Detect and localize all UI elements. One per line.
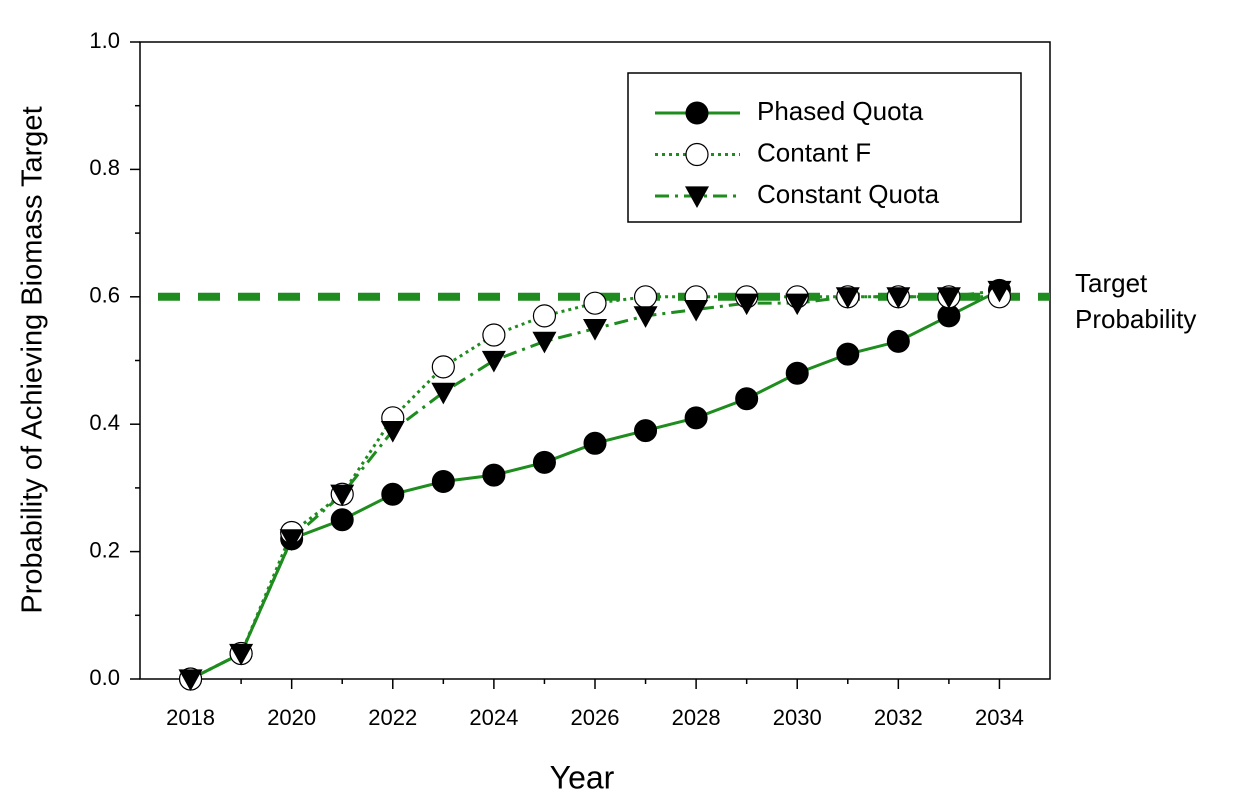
x-tick-label: 2026 <box>571 705 620 730</box>
data-point <box>583 431 607 455</box>
data-point <box>481 350 506 373</box>
data-point <box>482 463 506 487</box>
data-point <box>886 287 911 309</box>
data-point <box>583 291 607 315</box>
x-tick-label: 2034 <box>975 705 1024 730</box>
data-point <box>684 406 708 430</box>
data-point <box>836 342 860 366</box>
target-label-line: Probability <box>1075 304 1196 334</box>
y-tick-label: 1.0 <box>89 28 120 53</box>
data-point <box>684 299 709 322</box>
data-point <box>431 470 455 494</box>
data-point <box>734 293 759 316</box>
y-tick-label: 0.4 <box>89 410 120 435</box>
data-point <box>886 329 910 353</box>
y-axis-label: Probability of Achieving Biomass Target <box>17 106 49 613</box>
legend-label: Phased Quota <box>757 96 924 126</box>
data-point <box>482 323 506 347</box>
data-point <box>532 304 557 328</box>
x-tick-label: 2028 <box>672 705 721 730</box>
x-tick-label: 2020 <box>267 705 316 730</box>
x-tick-label: 2018 <box>166 705 215 730</box>
legend-marker <box>685 142 709 167</box>
data-point <box>279 529 304 551</box>
data-point <box>583 319 607 341</box>
data-point <box>735 387 759 411</box>
x-tick-label: 2022 <box>368 705 417 730</box>
data-point <box>381 482 405 506</box>
target-label: Target Probability <box>1075 268 1196 334</box>
legend-label: Contant F <box>757 137 871 167</box>
x-axis-label: Year <box>550 759 615 795</box>
data-point <box>634 419 658 443</box>
data-point <box>178 669 203 691</box>
series-line <box>189 295 1000 681</box>
data-point <box>936 287 961 309</box>
data-point <box>532 331 557 354</box>
data-point <box>532 450 556 474</box>
data-point <box>330 508 354 532</box>
data-point <box>835 287 860 309</box>
data-point <box>229 643 254 666</box>
data-point <box>431 382 456 405</box>
legend-label: Constant Quota <box>757 179 940 209</box>
y-tick-label: 0.0 <box>89 665 120 690</box>
legend-marker <box>685 101 709 125</box>
x-tick-label: 2024 <box>469 705 518 730</box>
series-line <box>189 289 1001 681</box>
y-tick-label: 0.8 <box>89 155 120 180</box>
y-tick-label: 0.6 <box>89 283 120 308</box>
target-label-line: Target <box>1075 268 1148 298</box>
x-tick-label: 2030 <box>773 705 822 730</box>
data-point <box>785 361 809 385</box>
data-point <box>987 280 1012 303</box>
data-point <box>431 355 455 379</box>
data-point <box>633 285 658 309</box>
data-point <box>633 306 658 328</box>
data-point <box>785 293 810 316</box>
y-tick-label: 0.2 <box>89 537 120 562</box>
series-line <box>189 288 1000 681</box>
x-tick-label: 2032 <box>874 705 923 730</box>
data-point <box>380 420 405 443</box>
legend-marker <box>685 186 709 208</box>
data-point <box>330 484 355 507</box>
